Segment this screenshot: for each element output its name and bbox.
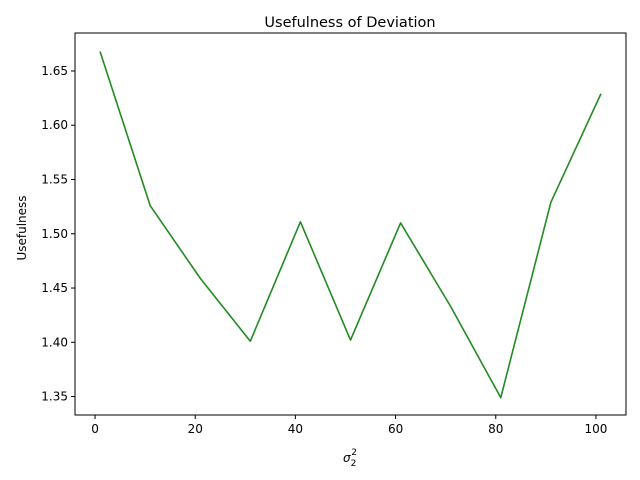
chart-title: Usefulness of Deviation [264,15,435,31]
x-tick-label: 60 [388,422,403,436]
y-tick-label: 1.50 [41,227,68,241]
x-tick-label: 0 [91,422,99,436]
x-axis-label-subscript: 2 [351,459,357,469]
y-tick-label: 1.35 [41,390,68,404]
y-tick-label: 1.55 [41,173,68,187]
y-tick-label: 1.60 [41,118,68,132]
x-tick-label: 100 [584,422,607,436]
x-axis-label: σ22 [343,448,357,469]
x-tick-label: 20 [188,422,203,436]
plot-area [74,32,627,416]
x-axis-label-superscript: 2 [351,448,357,458]
x-tick-label: 80 [488,422,503,436]
y-axis-label: Usefulness [15,195,29,260]
y-tick-label: 1.65 [41,64,68,78]
y-axis: 1.35 1.40 1.45 1.50 1.55 1.60 1.65 [41,64,75,404]
x-axis: 0 20 40 60 80 100 [91,415,607,436]
y-tick-label: 1.45 [41,281,68,295]
y-tick-label: 1.40 [41,335,68,349]
series-line-0 [99,51,602,399]
plot-frame [74,32,627,416]
x-axis-label-symbol: σ [343,451,351,465]
x-tick-label: 40 [288,422,303,436]
